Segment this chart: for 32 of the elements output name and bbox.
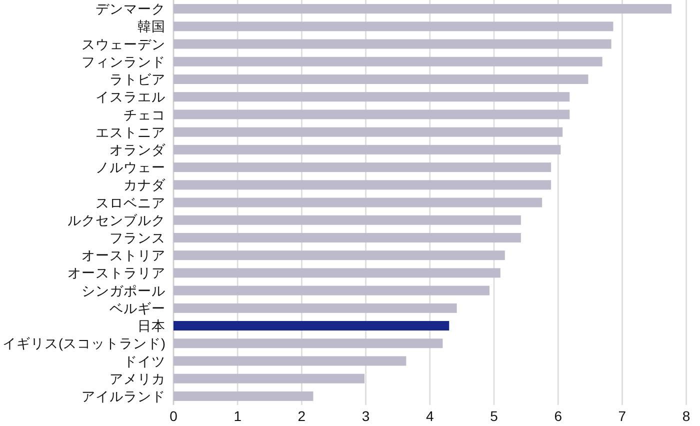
category-label: チェコ xyxy=(124,107,166,122)
category-label: オランダ xyxy=(110,142,166,158)
tick-label: 4 xyxy=(426,408,434,424)
tick-label: 3 xyxy=(362,408,370,424)
category-label: アイルランド xyxy=(82,389,166,404)
tick-label: 0 xyxy=(170,408,178,424)
category-label: スウェーデン xyxy=(82,36,166,52)
category-label: デンマーク xyxy=(96,2,166,17)
tick-label: 5 xyxy=(490,408,498,424)
category-label: イギリス(スコットランド) xyxy=(2,336,166,352)
category-label: オーストリア xyxy=(82,248,166,264)
tick-label: 2 xyxy=(298,408,306,424)
category-label: フランス xyxy=(110,230,166,246)
category-label: ラトビア xyxy=(110,72,166,88)
category-label: ノルウェー xyxy=(96,160,166,176)
tick-label: 7 xyxy=(618,408,626,424)
category-label: ドイツ xyxy=(124,354,166,369)
category-label: カナダ xyxy=(124,178,166,193)
category-label: オーストラリア xyxy=(68,266,166,281)
category-label: ルクセンブルク xyxy=(68,212,166,228)
category-label: イスラエル xyxy=(96,90,166,105)
category-label: エストニア xyxy=(96,124,166,140)
tick-label: 8 xyxy=(682,408,690,424)
category-label: アメリカ xyxy=(110,371,166,386)
tick-label: 6 xyxy=(554,408,562,424)
category-label: スロベニア xyxy=(96,195,166,210)
category-label: ベルギー xyxy=(110,300,166,316)
category-label: フィンランド xyxy=(82,54,166,70)
category-label: 韓国 xyxy=(138,19,166,34)
category-label: 日本 xyxy=(138,318,166,334)
tick-label: 1 xyxy=(234,408,242,424)
category-label: シンガポール xyxy=(82,283,166,298)
